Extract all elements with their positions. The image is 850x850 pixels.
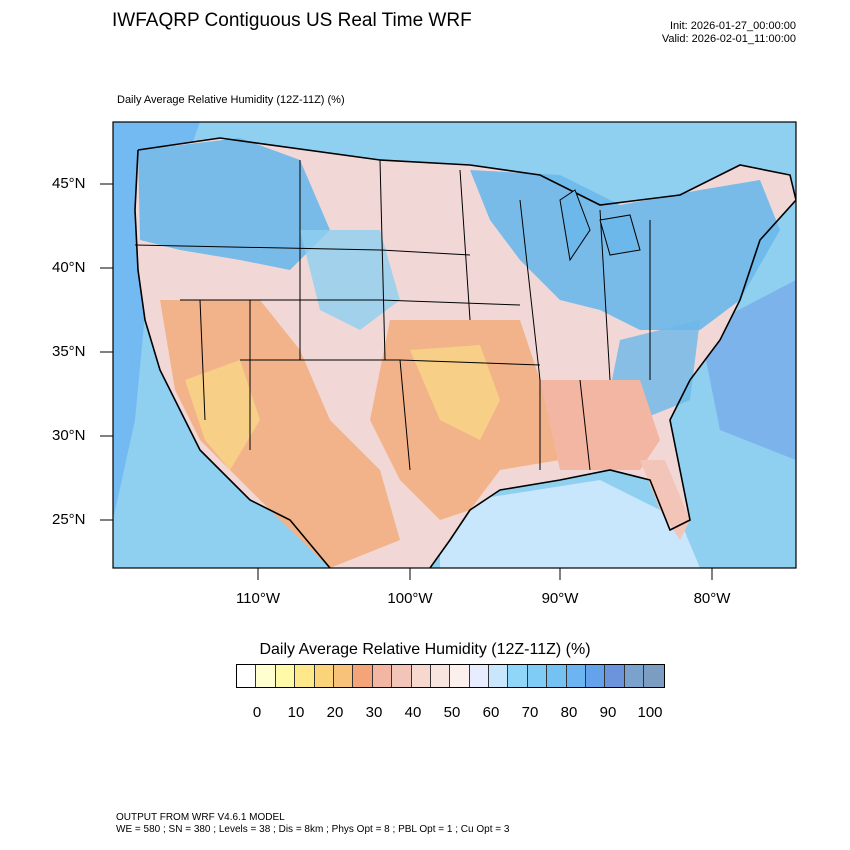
lat-label: 25°N [52,511,86,528]
colorbar-tick-label: 10 [287,704,305,721]
footer-line-config: WE = 580 ; SN = 380 ; Levels = 38 ; Dis … [116,824,510,835]
southwest-dry-region [160,300,400,568]
colorbar-tick-label: 80 [560,704,578,721]
lat-label: 30°N [52,427,86,444]
colorbar-swatch [430,665,451,687]
lon-ticks [257,568,713,580]
colorbar-swatch [644,665,664,687]
colorbar-swatch [275,665,296,687]
colorbar-swatch [353,665,373,687]
florida-region [640,460,690,540]
init-valid-block: Init: 2026-01-27_00:00:00 Valid: 2026-02… [662,20,796,46]
model-footer: OUTPUT FROM WRF V4.6.1 MODEL WE = 580 ; … [116,812,509,836]
legend-title: Daily Average Relative Humidity (12Z-11Z… [259,641,591,658]
colorbar-swatch [527,665,548,687]
colorbar-swatch [256,665,276,687]
plains-very-dry-region [410,345,500,440]
colorbar-swatch [547,665,567,687]
colorbar-tick-label: 60 [482,704,500,721]
colorbar-swatch [469,665,490,687]
west-coastline [134,149,331,568]
pacific-moist-region [113,122,200,520]
colorbar-swatch [508,665,528,687]
init-time: Init: 2026-01-27_00:00:00 [670,20,796,32]
colorbar-tick-label: 70 [521,704,539,721]
lat-label: 40°N [52,259,86,276]
colorbar-swatch [392,665,412,687]
colorbar-tick-label: 90 [599,704,617,721]
colorbar-swatch [333,665,354,687]
southeast-dry-region [540,380,660,470]
lon-label: 90°W [541,590,579,607]
colorbar-tick-label: 40 [404,704,422,721]
lon-label: 80°W [693,590,731,607]
map-plot [113,122,796,576]
colorbar-swatch [237,665,257,687]
colorbar-tick-label: 0 [252,704,262,721]
lon-label: 110°W [235,590,281,607]
colorbar-tick-label: 20 [326,704,344,721]
state-boundaries [134,159,651,471]
gulf-region [440,480,700,568]
colorbar-swatch [295,665,315,687]
lat-label: 45°N [52,175,86,192]
lon-label: 100°W [387,590,433,607]
colorbar-swatch [372,665,393,687]
colorbar-tick-label: 30 [365,704,383,721]
graticule-ticks [258,568,712,576]
colorbar-tick-label: 100 [637,704,663,721]
map-subtitle: Daily Average Relative Humidity (12Z-11Z… [117,94,345,106]
colorbar-swatch [624,665,645,687]
footer-line-model: OUTPUT FROM WRF V4.6.1 MODEL [116,812,285,823]
great-lakes [559,189,641,262]
valid-time: Valid: 2026-02-01_11:00:00 [661,33,796,45]
lat-label: 35°N [52,343,86,360]
northwest-moist-region [138,138,330,270]
colorbar-swatch [314,665,334,687]
colorbar-swatch [566,665,587,687]
colorbar-swatch [450,665,470,687]
lat-ticks [100,183,113,521]
coastline [137,137,796,568]
page-title: IWFAQRP Contiguous US Real Time WRF [112,10,472,31]
colorbar-swatch [411,665,431,687]
colorbar-tick-label: 50 [443,704,461,721]
colorbar-swatch [605,665,625,687]
colorbar [236,664,665,688]
map-frame [112,121,797,569]
colorbar-swatch [586,665,606,687]
colorbar-swatch [489,665,509,687]
rockies-moist-region [300,230,400,330]
